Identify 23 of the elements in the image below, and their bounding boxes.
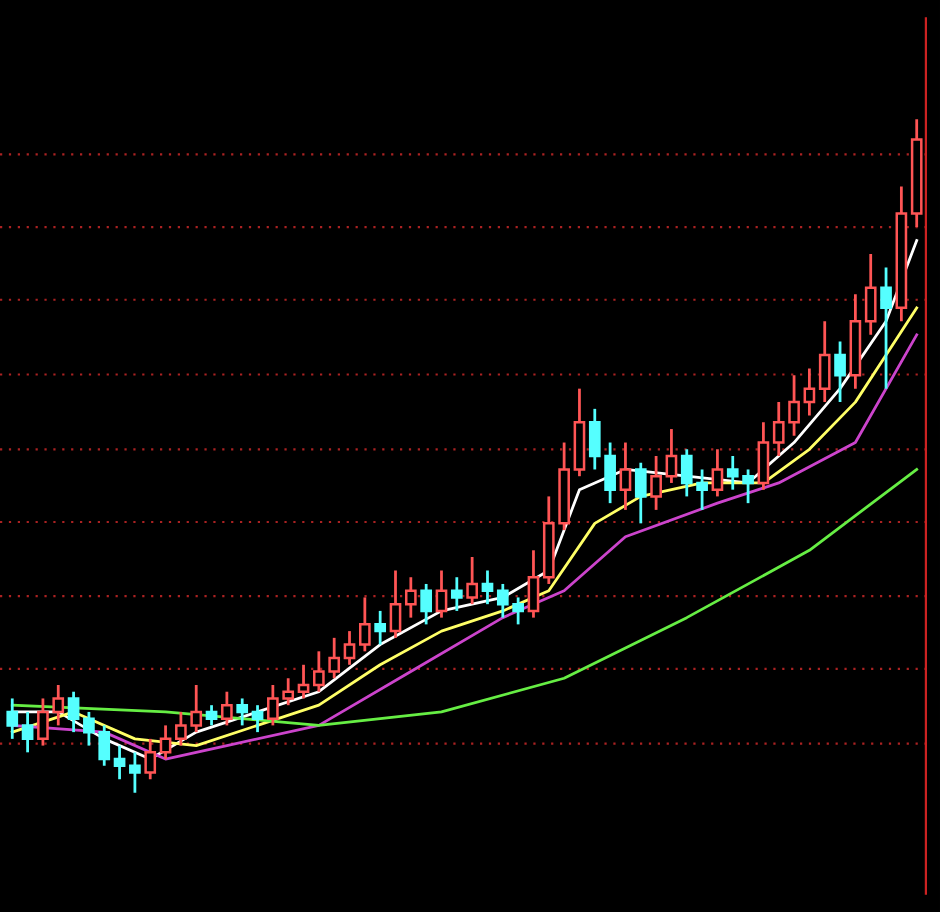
candlestick (619, 441, 632, 512)
candlestick (757, 420, 770, 492)
candlestick (343, 629, 356, 667)
candlestick (6, 697, 19, 741)
candlestick (236, 697, 249, 727)
candlestick (113, 744, 126, 781)
candlestick (389, 569, 402, 640)
candlestick (849, 292, 862, 391)
candlestick (251, 703, 264, 734)
candlestick (527, 548, 540, 620)
candlestick (374, 609, 387, 646)
candlestick (910, 117, 923, 229)
candlestick (880, 266, 892, 391)
candlestick (404, 575, 417, 620)
candlestick (895, 185, 908, 323)
candlestick (481, 569, 494, 606)
candlestick (450, 575, 463, 613)
candlestick (21, 710, 34, 754)
candlestick (864, 252, 877, 337)
candlestick (665, 427, 678, 485)
candlestick (803, 367, 816, 417)
candlestick (818, 319, 831, 404)
candlestick (435, 569, 448, 620)
